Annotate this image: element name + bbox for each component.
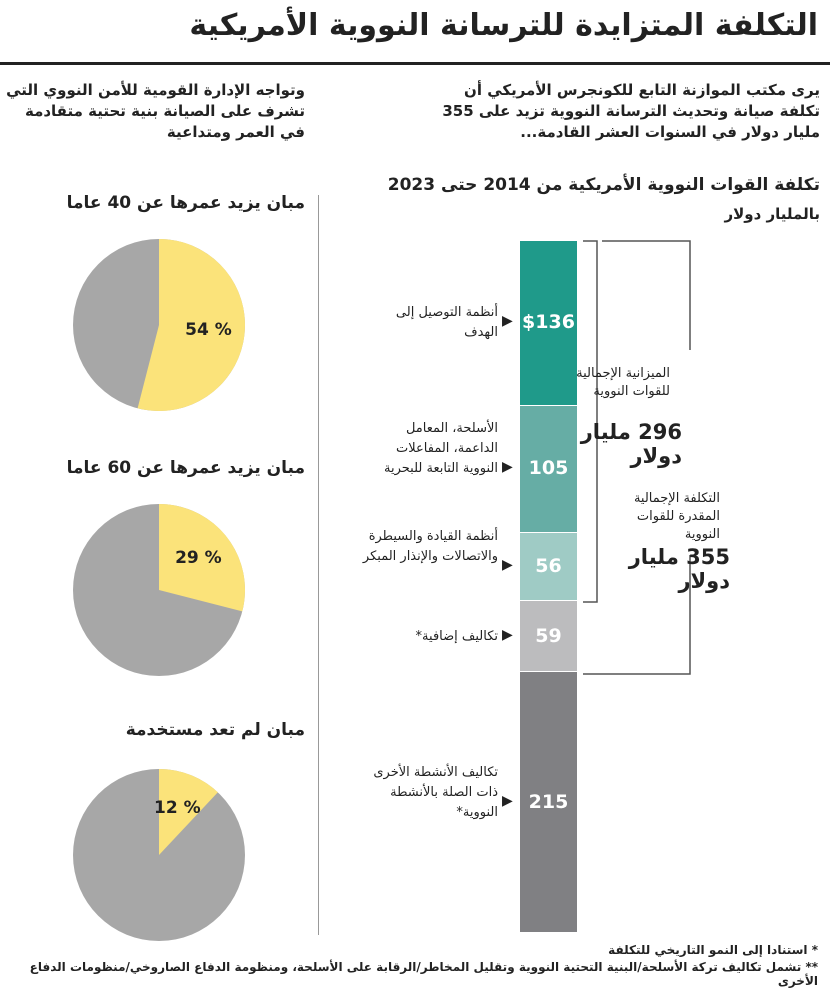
intro-left: وتواجه الإدارة القومية للأمن النووي التي… <box>6 81 305 141</box>
bar-segment <box>520 672 577 933</box>
bracket-outer-text: التكلفة الإجمالية المقدرة للقوات النووية <box>633 491 720 542</box>
bar-value-label: 105 <box>528 457 569 480</box>
intro-right: يرى مكتب الموازنة التابع للكونجرس الأمري… <box>442 81 820 141</box>
bracket-inner-text: الميزانية الإجمالية للقوات النووية <box>576 366 670 399</box>
pie-slice-value <box>159 504 246 612</box>
pie-value-label: % 29 <box>175 548 222 569</box>
pointer-arrow-icon: ▶ <box>502 792 513 809</box>
divider <box>318 195 319 935</box>
bar-chart-title: تكلفة القوات النووية الأمريكية من 2014 ح… <box>387 175 820 195</box>
bar-segment <box>520 405 577 534</box>
pie-title: مبان يزيد عمرها عن 60 عاما <box>66 458 305 478</box>
pointer-arrow-icon: ▶ <box>502 557 513 573</box>
bar-value-label: $136 <box>522 311 575 334</box>
category-label: أنظمة القيادة والسيطرة والاتصالات والإنذ… <box>362 529 498 564</box>
bar-segment <box>520 600 577 673</box>
pie-slice-value <box>137 239 245 411</box>
pointer-arrow-icon: ▶ <box>502 313 513 330</box>
title-rule <box>0 62 830 65</box>
pointer-arrow-icon: ▶ <box>502 626 513 643</box>
bar-value-label: 215 <box>528 790 569 813</box>
footnote-1: * استنادا إلى النمو التاريخي للتكلفة <box>608 943 818 957</box>
pointer-arrow-icon: ▶ <box>502 459 513 476</box>
bracket-inner <box>583 240 598 603</box>
category-label: تكاليف إضافية* <box>415 628 498 644</box>
bracket-inner-amount: 296 مليار دولار <box>580 420 682 468</box>
pie-value-label: % 12 <box>154 797 201 818</box>
category-label: أنظمة التوصيل إلى الهدف <box>395 305 498 341</box>
footnote-2: ** تشمل تكاليف تركة الأسلحة/البنية التحت… <box>29 960 818 988</box>
page-title: التكلفة المتزايدة للترسانة النووية الأمر… <box>189 8 818 43</box>
bar-value-label: 59 <box>535 624 562 647</box>
pie-title: مبان يزيد عمرها عن 40 عاما <box>66 193 305 213</box>
bar-segment <box>520 241 577 406</box>
pie-title: مبان لم تعد مستخدمة <box>125 720 305 740</box>
category-label: الأسلحة، المعامل الداعمة، المفاعلات النو… <box>384 421 498 477</box>
category-label: تكاليف الأنشطة الأخرى ذات الصلة بالأنشطة… <box>373 764 498 820</box>
bracket-outer <box>583 240 691 675</box>
bracket-outer-amount: 355 مليار دولار <box>628 545 730 593</box>
bar-chart-unit: بالمليار دولار <box>724 205 820 223</box>
pie-slice-value <box>159 769 218 855</box>
pie-value-label: % 54 <box>185 320 232 341</box>
bar-segment <box>520 533 577 601</box>
bar-value-label: 56 <box>535 555 562 577</box>
